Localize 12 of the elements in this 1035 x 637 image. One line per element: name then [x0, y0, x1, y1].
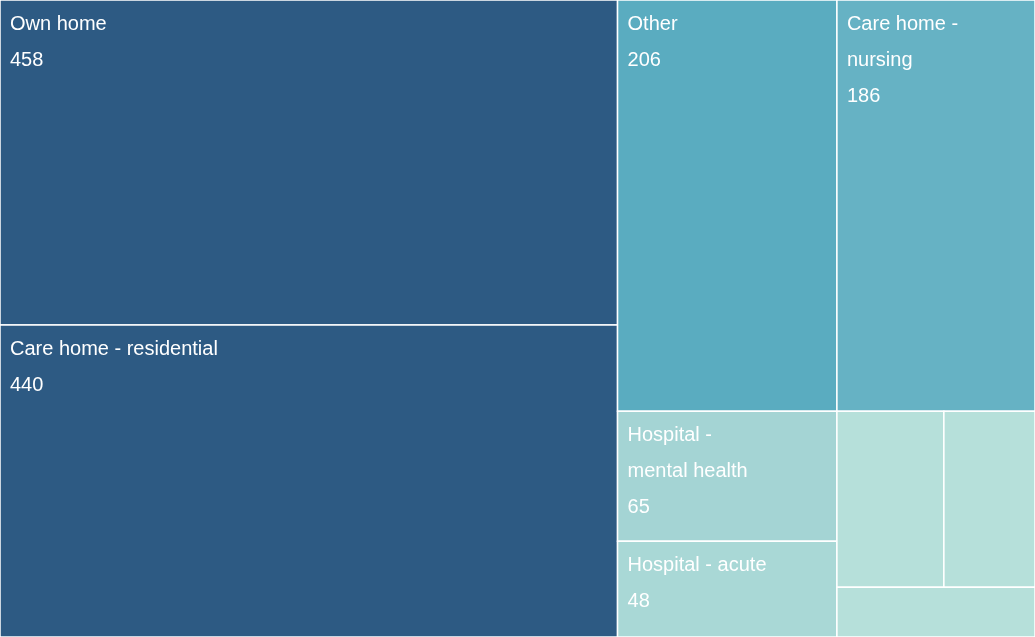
data-label: 458: [10, 48, 44, 70]
category-label: Own home: [10, 12, 107, 34]
category-label: Care home - nursing: [846, 12, 959, 70]
category-label: Hospital - mental health: [627, 423, 748, 482]
data-label: 206: [627, 48, 661, 70]
data-label: 48: [627, 589, 650, 612]
data-label: 186: [846, 84, 881, 106]
category-label: Other: [627, 12, 678, 34]
data-label: 65: [627, 495, 650, 518]
category-label: Hospital - acute: [627, 553, 767, 576]
category-label: Care home - residential: [10, 336, 218, 359]
data-label: 440: [10, 372, 44, 395]
